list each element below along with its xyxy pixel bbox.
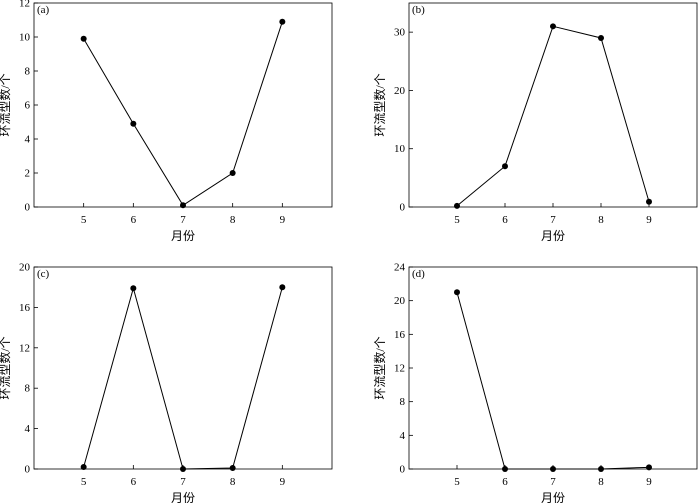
y-tick-label: 16 [19,302,31,314]
data-point [130,120,137,127]
y-axis-label: 环流型数/个 [0,336,12,399]
x-tick-label: 8 [230,476,236,488]
y-tick-label: 20 [394,295,406,307]
chart-panel-2: 0 10 20 30 5 6 7 8 9 (b) 月份 环流型数/个 [372,2,698,243]
y-tick-label: 4 [400,430,406,442]
y-tick-label: 30 [394,27,406,39]
y-tick-label: 0 [25,202,31,214]
y-tick-label: 20 [394,85,406,97]
data-point [80,35,87,42]
data-point [80,463,87,470]
y-tick-label: 12 [19,0,30,10]
y-tick-label: 12 [19,342,30,354]
data-point [229,170,236,176]
x-tick-label: 9 [646,214,652,226]
data-point [550,23,556,30]
data-point [646,198,652,205]
plot-frame [408,2,698,208]
series-line [456,292,650,470]
x-tick-label: 9 [280,476,286,488]
y-tick-label: 2 [25,168,31,180]
x-axis-label: 月份 [171,491,195,503]
data-point [454,289,460,296]
x-tick-label: 8 [230,214,236,226]
y-tick-label: 20 [19,262,31,274]
chart-panel-1: 0 2 4 6 8 10 12 5 6 7 8 9 (a) 月份 环流型数/个 [0,0,333,243]
plot-frame [408,266,698,470]
x-tick-label: 5 [81,476,87,488]
data-point [502,466,508,472]
y-tick-label: 12 [394,363,405,375]
y-tick-label: 8 [25,66,31,78]
y-tick-label: 10 [394,143,406,155]
y-tick-label: 4 [25,134,31,146]
x-tick-label: 9 [280,214,286,226]
series-line [83,21,283,207]
chart-panel-3: 0 4 8 12 16 20 5 6 7 8 9 (c) 月份 环流型数/个 [0,262,333,503]
y-tick-label: 4 [25,423,31,435]
y-tick-label: 24 [394,262,406,274]
series-line [83,286,283,470]
data-point [180,202,186,209]
y-tick-label: 0 [400,464,406,476]
panel-label: (a) [37,4,50,16]
data-point [454,202,460,209]
data-point [598,466,604,472]
y-axis-label: 环流型数/个 [372,336,387,399]
x-tick-label: 6 [502,476,508,488]
data-point [550,466,556,472]
panel-label: (c) [37,268,50,280]
x-tick-label: 7 [180,214,186,226]
x-tick-label: 5 [454,214,460,226]
x-tick-label: 8 [598,214,604,226]
x-axis-label: 月份 [541,229,565,243]
data-point [279,284,286,291]
x-tick-label: 7 [550,476,556,488]
data-point [180,466,186,472]
data-point [646,464,652,471]
y-tick-label: 0 [400,202,406,214]
chart-panel-4: 0 4 8 12 16 20 24 5 6 7 8 9 (d) 月份 环流型数/个 [372,262,698,503]
plot-frame [33,266,333,470]
x-axis-label: 月份 [541,491,565,503]
data-point [502,163,508,170]
x-tick-label: 7 [180,476,186,488]
y-tick-label: 16 [394,329,406,341]
data-point [130,285,137,292]
x-tick-label: 7 [550,214,556,226]
y-tick-label: 6 [25,100,31,112]
x-axis-label: 月份 [171,229,195,243]
y-tick-label: 8 [400,396,406,408]
series-line [456,25,650,207]
y-axis-label: 环流型数/个 [372,73,387,136]
y-tick-label: 8 [25,383,31,395]
x-tick-label: 5 [81,214,87,226]
x-tick-label: 6 [131,214,137,226]
data-point [279,18,286,25]
x-tick-label: 6 [131,476,137,488]
y-axis-label: 环流型数/个 [0,73,12,136]
data-point [229,464,236,471]
plot-frame [33,2,333,208]
data-point [598,34,604,41]
y-tick-label: 10 [19,32,31,44]
y-tick-label: 0 [25,464,31,476]
x-tick-label: 6 [502,214,508,226]
x-tick-label: 5 [454,476,460,488]
x-tick-label: 8 [598,476,604,488]
x-tick-label: 9 [646,476,652,488]
panel-label: (b) [412,4,425,16]
panel-label: (d) [412,268,425,280]
